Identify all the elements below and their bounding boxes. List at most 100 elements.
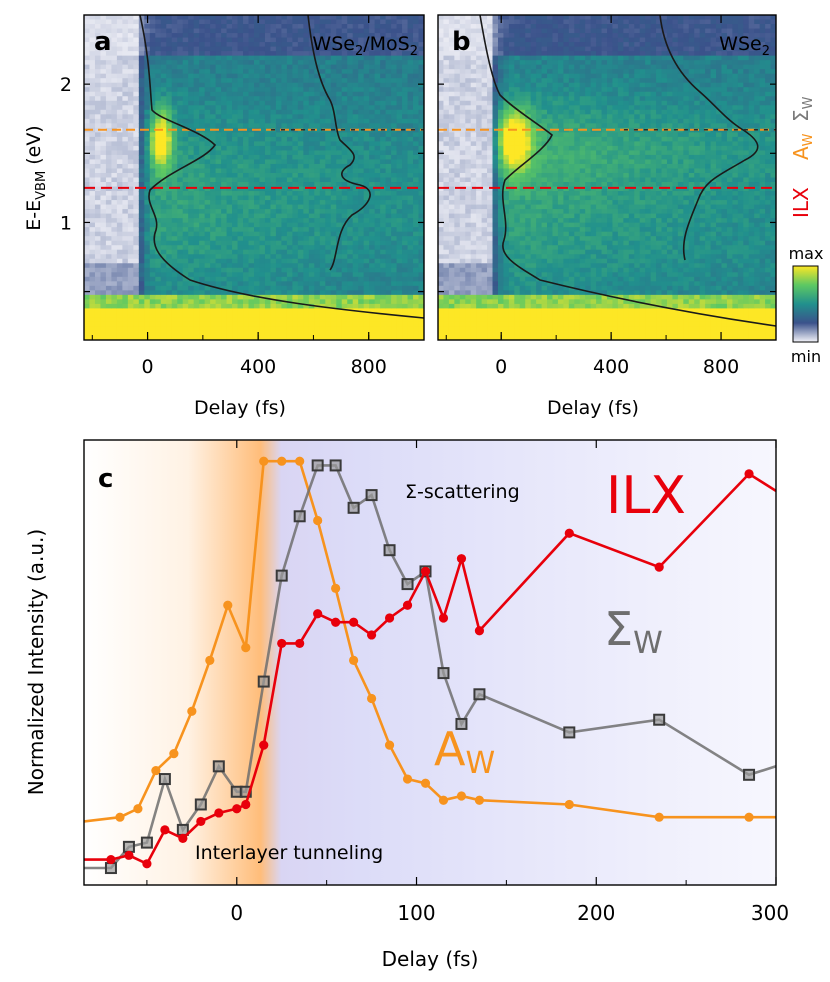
heatmap-cell (297, 231, 304, 237)
heatmap-cell (459, 159, 466, 165)
heatmap-cell (352, 100, 359, 106)
heatmap-cell (292, 186, 299, 192)
heatmap-cell (199, 294, 206, 300)
heatmap-cell (116, 42, 123, 48)
heatmap-cell (319, 186, 326, 192)
heatmap-cell (391, 263, 398, 269)
heatmap-cell (133, 303, 140, 309)
heatmap-cell (226, 37, 233, 43)
heatmap-cell (193, 272, 200, 278)
heatmap-cell (413, 299, 420, 305)
heatmap-cell (226, 28, 233, 34)
heatmap-cell (94, 46, 102, 52)
heatmap-cell (270, 195, 277, 201)
heatmap-cell (177, 272, 184, 278)
heatmap-cell (122, 213, 129, 219)
heatmap-cell (352, 227, 359, 233)
heatmap-cell (89, 240, 96, 246)
heatmap-cell (438, 236, 445, 242)
heatmap-cell (325, 200, 332, 206)
heatmap-cell (454, 73, 461, 79)
heatmap-cell (286, 240, 293, 246)
heatmap-cell (138, 330, 145, 337)
heatmap-cell (215, 82, 222, 88)
heatmap-cell (138, 37, 145, 43)
heatmap-cell (443, 154, 450, 161)
heatmap-cell (385, 204, 392, 210)
heatmap-cell (226, 24, 233, 30)
heatmap-cell (232, 123, 239, 129)
heatmap-cell (413, 163, 420, 170)
heatmap-cell (254, 191, 261, 197)
heatmap-cell (171, 312, 178, 319)
heatmap-cell (363, 308, 370, 314)
heatmap-cell (325, 24, 332, 30)
heatmap-cell (166, 200, 173, 206)
heatmap-cell (454, 290, 461, 296)
heatmap-cell (314, 182, 321, 188)
heatmap-cell (204, 263, 211, 269)
heatmap-cell (325, 263, 332, 269)
heatmap-cell (292, 33, 299, 39)
heatmap-cell (144, 177, 151, 183)
heatmap-cell (303, 276, 310, 282)
heatmap-cell (330, 24, 337, 30)
heatmap-cell (297, 245, 304, 251)
heatmap-cell (232, 150, 239, 156)
heatmap-cell (396, 91, 403, 97)
heatmap-cell (352, 285, 359, 291)
heatmap-cell (374, 236, 381, 242)
heatmap-cell (89, 294, 96, 300)
heatmap-cell (133, 177, 140, 183)
heatmap-cell (470, 276, 477, 282)
heatmap-cell (358, 15, 365, 21)
heatmap-cell (215, 46, 222, 52)
heatmap-cell (111, 267, 118, 273)
heatmap-cell (160, 263, 167, 269)
heatmap-cell (465, 145, 472, 152)
heatmap-cell (470, 73, 477, 79)
heatmap-cell (105, 312, 113, 319)
heatmap-cell (380, 321, 387, 328)
heatmap-cell (303, 335, 310, 340)
heatmap-cell (160, 28, 167, 34)
heatmap-cell (127, 326, 134, 332)
heatmap-cell (413, 33, 420, 39)
heatmap-cell (188, 37, 195, 43)
heatmap-cell (336, 159, 343, 165)
heatmap-cell (127, 136, 134, 142)
heatmap-cell (459, 245, 466, 251)
heatmap-cell (270, 96, 277, 102)
heatmap-cell (347, 303, 354, 309)
heatmap-cell (248, 168, 255, 174)
heatmap-cell (171, 294, 178, 300)
heatmap-cell (89, 114, 96, 120)
heatmap-cell (149, 141, 156, 147)
heatmap-cell (100, 326, 107, 332)
heatmap-cell (111, 91, 118, 97)
heatmap-cell (413, 51, 420, 57)
heatmap-cell (396, 267, 403, 273)
heatmap-cell (94, 312, 102, 319)
heatmap-cell (391, 303, 398, 309)
heatmap-cell (352, 15, 359, 21)
heatmap-cell (385, 109, 392, 115)
heatmap-cell (204, 46, 211, 52)
heatmap-cell (407, 285, 414, 291)
heatmap-cell (133, 276, 140, 282)
heatmap-cell (380, 42, 387, 48)
heatmap-cell (369, 91, 376, 97)
heatmap-cell (122, 78, 129, 84)
heatmap-cell (363, 163, 370, 170)
heatmap-cell (127, 204, 134, 210)
heatmap-cell (465, 326, 472, 332)
heatmap-cell (155, 290, 162, 296)
heatmap-cell (443, 136, 450, 142)
heatmap-cell (237, 19, 244, 25)
heatmap-cell (138, 218, 145, 224)
heatmap-cell (138, 312, 145, 319)
heatmap-cell (396, 249, 403, 255)
heatmap-cell (297, 227, 304, 233)
heatmap-cell (243, 37, 250, 43)
heatmap-cell (385, 163, 392, 170)
